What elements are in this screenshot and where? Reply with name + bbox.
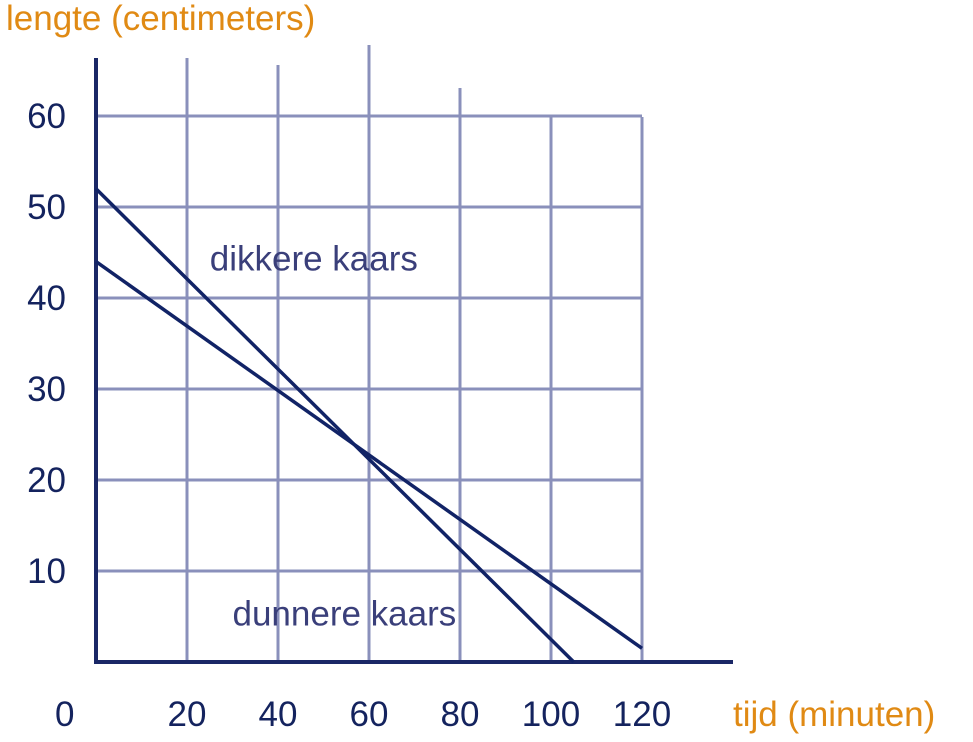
tick-labels: 20 40 60 80 100 120 10 20 30 40 50 60 xyxy=(27,97,671,734)
axes xyxy=(94,58,733,664)
annotation-1: dikkere kaars xyxy=(210,240,418,279)
x-tick-label: 60 xyxy=(350,695,389,734)
x-axis-label: tijd (minuten) xyxy=(733,695,935,734)
origin-label: 0 xyxy=(55,695,74,734)
x-tick-label: 80 xyxy=(441,695,480,734)
annotation-2: dunnere kaars xyxy=(233,595,457,634)
y-tick-label: 20 xyxy=(27,461,66,500)
y-tick-label: 30 xyxy=(27,370,66,409)
series-line-2 xyxy=(94,260,644,650)
y-tick-label: 50 xyxy=(27,188,66,227)
y-tick-label: 60 xyxy=(27,97,66,136)
x-tick-label: 20 xyxy=(168,695,207,734)
y-tick-label: 40 xyxy=(27,279,66,318)
grid xyxy=(96,45,644,662)
series-lines xyxy=(94,187,644,664)
y-axis-label: lengte (centimeters) xyxy=(6,0,315,38)
series-line-1 xyxy=(94,187,575,664)
x-tick-label: 40 xyxy=(259,695,298,734)
y-tick-label: 10 xyxy=(27,552,66,591)
x-tick-label: 120 xyxy=(613,695,671,734)
x-tick-label: 100 xyxy=(522,695,580,734)
annotations: dikkere kaars dunnere kaars xyxy=(210,240,457,634)
